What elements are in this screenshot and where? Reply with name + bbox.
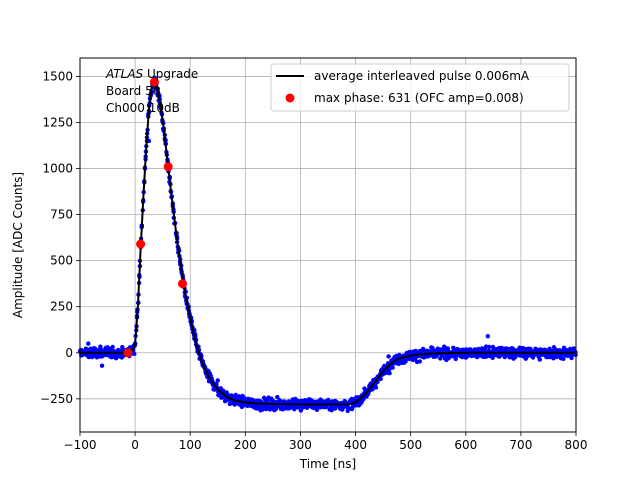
y-tick-label: −250	[40, 392, 73, 406]
scatter-point	[561, 356, 566, 361]
plot-frame	[79, 57, 577, 433]
scatter-point	[378, 376, 383, 382]
scatter-point	[292, 407, 297, 412]
max-phase-point	[178, 279, 188, 289]
scatter-point	[487, 344, 492, 350]
x-tick-label: 800	[565, 438, 588, 452]
x-axis-ticks: −100 0 100 200 300 400 500 600 700 800	[64, 432, 588, 452]
x-tick-label: 600	[454, 438, 477, 452]
max-phase-point	[136, 239, 146, 249]
y-tick-label: 1250	[42, 115, 73, 129]
scatter-point	[420, 346, 426, 352]
max-phase-point	[123, 348, 133, 358]
x-tick-label: −100	[64, 438, 97, 452]
x-tick-label: 0	[131, 438, 139, 452]
average-pulse-line	[80, 79, 576, 406]
annotation-line-3: Ch000 10dB	[106, 101, 180, 115]
y-tick-label: 750	[50, 208, 73, 222]
y-tick-label: 0	[65, 346, 73, 360]
scatter-point	[302, 398, 308, 403]
scatter-point	[485, 333, 491, 339]
scatter-point	[373, 385, 379, 390]
scatter-point	[132, 351, 137, 356]
scatter-point	[220, 388, 226, 393]
annotation-atlas: ATLAS	[105, 67, 144, 81]
scatter-point	[551, 356, 556, 361]
legend-label-max-phase: max phase: 631 (OFC amp=0.008)	[314, 91, 524, 105]
scatter-point	[551, 345, 557, 350]
x-axis-label: Time [ns]	[299, 457, 356, 471]
scatter-point	[569, 355, 574, 361]
scatter-point	[537, 357, 542, 362]
legend-label-average-pulse: average interleaved pulse 0.006mA	[314, 69, 530, 83]
scatter-point	[490, 344, 496, 350]
max-phase-series	[123, 77, 188, 358]
average-pulse-series	[80, 79, 576, 406]
y-tick-label: 1000	[42, 162, 73, 176]
scatter-point	[99, 363, 105, 368]
legend-dot-swatch	[285, 93, 295, 103]
scatter-point	[298, 408, 304, 413]
legend-box	[270, 63, 570, 112]
atlas-annotation: ATLAS Upgrade Board 50 Ch000 10dB	[105, 67, 198, 115]
max-phase-point	[163, 162, 173, 172]
x-tick-label: 700	[509, 438, 532, 452]
scatter-point	[490, 355, 495, 360]
scatter-point	[86, 341, 91, 346]
scatter-point	[329, 408, 334, 413]
scatter-point	[215, 378, 220, 383]
annotation-line-1: ATLAS Upgrade	[105, 67, 198, 81]
x-tick-label: 100	[179, 438, 202, 452]
y-tick-label: 500	[50, 254, 73, 268]
scatter-point	[390, 365, 395, 370]
annotation-upgrade: Upgrade	[143, 67, 198, 81]
scatter-point	[386, 354, 391, 359]
scatter-point	[275, 394, 280, 400]
x-tick-label: 200	[234, 438, 257, 452]
max-phase-point	[149, 77, 159, 87]
y-tick-label: 1500	[42, 69, 73, 83]
scatter-point	[387, 371, 392, 376]
scatter-point	[98, 344, 103, 349]
scatter-point	[333, 406, 338, 411]
x-tick-label: 300	[289, 438, 312, 452]
x-tick-label: 400	[344, 438, 367, 452]
scatter-point	[417, 359, 422, 364]
legend: average interleaved pulse 0.006mA max ph…	[270, 63, 570, 112]
annotation-line-2: Board 50	[106, 84, 160, 98]
scatter-point	[86, 354, 91, 360]
scatter-point	[260, 407, 265, 412]
y-axis-ticks: −250 0 250 500 750 1000 1250 1500	[40, 69, 80, 406]
y-tick-label: 250	[50, 300, 73, 314]
x-tick-label: 500	[399, 438, 422, 452]
y-axis-label: Amplitude [ADC Counts]	[11, 172, 25, 318]
